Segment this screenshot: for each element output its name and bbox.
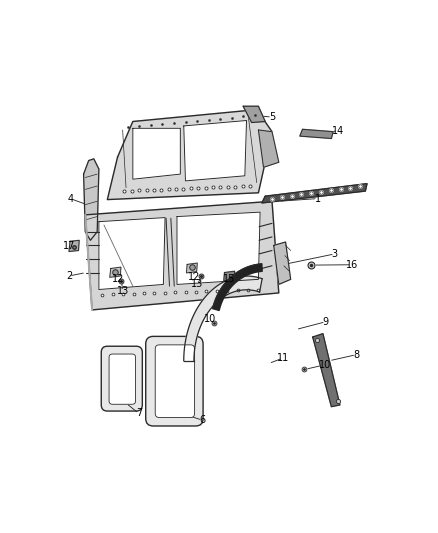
- Text: 3: 3: [332, 249, 338, 259]
- Text: 14: 14: [332, 126, 344, 136]
- FancyBboxPatch shape: [109, 354, 135, 404]
- Text: 17: 17: [63, 241, 75, 251]
- Polygon shape: [107, 110, 272, 199]
- Text: 10: 10: [318, 360, 331, 370]
- Polygon shape: [274, 242, 291, 285]
- FancyBboxPatch shape: [146, 336, 203, 426]
- FancyBboxPatch shape: [155, 345, 194, 417]
- Text: 5: 5: [269, 112, 275, 122]
- Polygon shape: [212, 264, 262, 311]
- Text: 8: 8: [353, 350, 359, 360]
- Polygon shape: [99, 217, 165, 289]
- Polygon shape: [187, 263, 197, 273]
- Polygon shape: [258, 130, 279, 167]
- Polygon shape: [184, 120, 247, 181]
- Polygon shape: [313, 334, 340, 407]
- Polygon shape: [84, 159, 99, 240]
- Polygon shape: [85, 201, 279, 310]
- Polygon shape: [262, 184, 367, 203]
- Text: 11: 11: [277, 353, 289, 363]
- Polygon shape: [243, 106, 265, 123]
- Polygon shape: [133, 128, 180, 179]
- Polygon shape: [224, 271, 235, 281]
- Polygon shape: [300, 130, 333, 139]
- Text: 12: 12: [188, 272, 201, 281]
- Text: 1: 1: [315, 193, 321, 204]
- Polygon shape: [110, 267, 121, 277]
- Text: 15: 15: [223, 273, 236, 284]
- Polygon shape: [184, 276, 262, 361]
- Polygon shape: [69, 240, 79, 252]
- Text: 13: 13: [117, 286, 129, 296]
- Text: 2: 2: [66, 271, 72, 281]
- Text: 10: 10: [204, 314, 216, 325]
- FancyBboxPatch shape: [101, 346, 142, 411]
- Text: 12: 12: [112, 274, 124, 284]
- Text: 9: 9: [322, 317, 328, 327]
- Text: 13: 13: [191, 279, 203, 289]
- Text: 6: 6: [199, 415, 205, 425]
- Text: 4: 4: [68, 194, 74, 204]
- Text: 7: 7: [136, 408, 142, 418]
- Polygon shape: [177, 212, 260, 285]
- Text: 16: 16: [346, 260, 358, 270]
